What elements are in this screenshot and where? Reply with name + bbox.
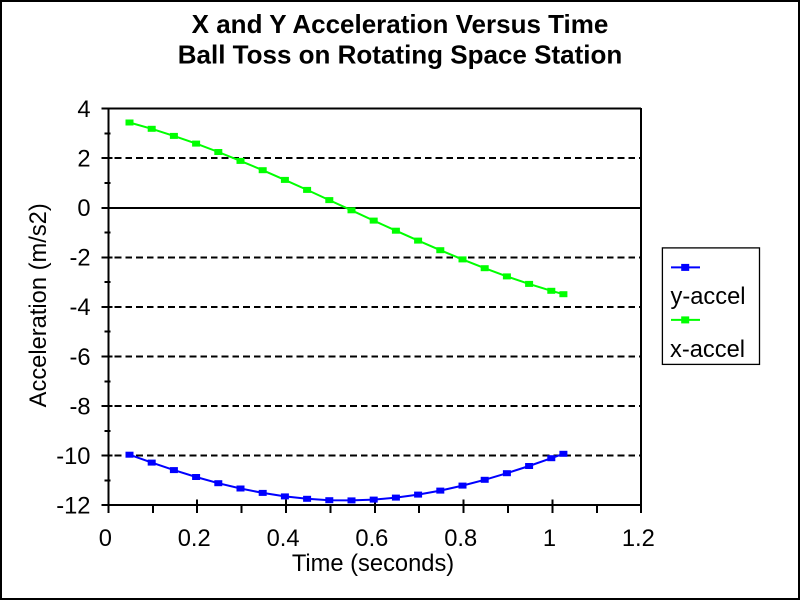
svg-text:0: 0 bbox=[99, 526, 112, 552]
svg-text:1: 1 bbox=[543, 526, 556, 552]
svg-text:0.2: 0.2 bbox=[178, 526, 211, 552]
svg-text:0: 0 bbox=[77, 196, 90, 222]
svg-text:x-accel: x-accel bbox=[670, 337, 745, 363]
svg-text:Acceleration (m/s2): Acceleration (m/s2) bbox=[26, 203, 52, 407]
svg-text:-12: -12 bbox=[56, 494, 90, 520]
svg-text:4: 4 bbox=[77, 97, 90, 123]
svg-text:-6: -6 bbox=[69, 345, 90, 371]
svg-text:-10: -10 bbox=[56, 444, 90, 470]
svg-text:2: 2 bbox=[77, 147, 90, 173]
svg-text:0.6: 0.6 bbox=[355, 526, 388, 552]
svg-text:y-accel: y-accel bbox=[671, 284, 746, 310]
svg-text:Time (seconds): Time (seconds) bbox=[292, 551, 454, 577]
svg-text:0.4: 0.4 bbox=[267, 526, 300, 552]
svg-text:-4: -4 bbox=[69, 295, 90, 321]
svg-text:1.2: 1.2 bbox=[622, 526, 655, 552]
svg-text:Ball Toss on Rotating Space St: Ball Toss on Rotating Space Station bbox=[178, 40, 622, 70]
svg-text:-2: -2 bbox=[69, 246, 90, 272]
svg-text:-8: -8 bbox=[69, 394, 90, 420]
svg-text:0.8: 0.8 bbox=[444, 526, 477, 552]
svg-text:X and Y Acceleration Versus Ti: X and Y Acceleration Versus Time bbox=[192, 9, 609, 39]
